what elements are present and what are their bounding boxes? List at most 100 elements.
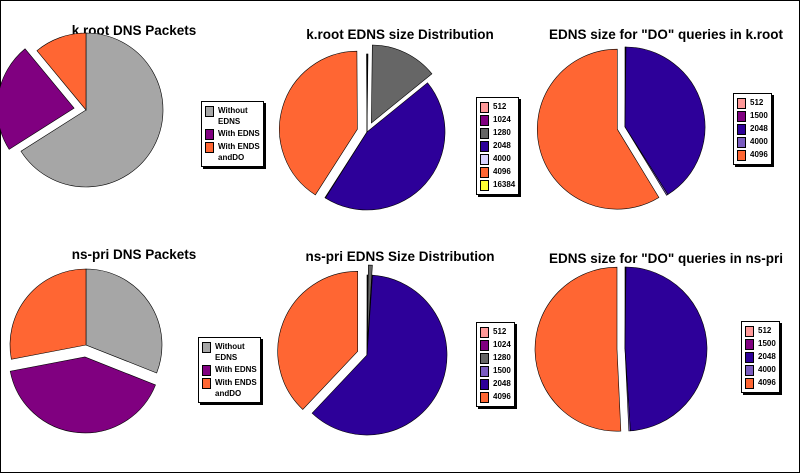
pie-slice [624,46,706,195]
legend-label: 4096 [758,378,776,387]
legend-label: With ENDS andDO [215,378,257,398]
legend-item: With EDNS [202,364,257,376]
legend-item: 1500 [737,110,768,122]
legend-item: 2048 [480,378,511,390]
chart-title: ns-pri DNS Packets [71,247,197,262]
chart-legend: 512 1500 2048 4000 4096 [741,321,780,393]
legend-item: Without EDNS [205,105,260,127]
chart-title: ns-pri EDNS Size Distribution [305,249,495,264]
legend-swatch [202,365,211,376]
legend-swatch [202,342,211,353]
chart-panel: ns-pri DNS Packets Without EDNS With EDNS… [1,237,267,472]
pie-slice [534,266,622,432]
chart-panel: ns-pri EDNS Size Distribution 512 1024 128… [267,237,533,472]
legend-item: 1024 [480,339,511,351]
legend-item: 1024 [480,114,515,126]
legend-item: 2048 [737,123,768,135]
pie-chart [534,266,708,432]
legend-item: 4096 [480,391,511,403]
legend-item: 4096 [737,149,768,161]
pie-slice [9,268,87,360]
legend-label: 512 [493,327,507,336]
chart-title: k.root EDNS size Distribution [306,27,494,42]
pie-slice [20,32,164,188]
legend-label: 512 [750,98,764,107]
legend-swatch [480,392,489,403]
legend-swatch [745,378,754,389]
legend-item: 1500 [480,365,511,377]
chart-panel: k.root DNS Packets Without EDNS With EDNS… [0,1,267,236]
legend-item: 1280 [480,352,511,364]
legend-swatch [480,154,489,165]
legend-item: With ENDS andDO [202,377,257,399]
legend-item: 1500 [745,338,776,350]
legend-swatch [480,340,489,351]
chart-legend: 512 1024 1280 2048 4000 4096 16384 [476,97,520,195]
legend-swatch [205,142,214,153]
legend-swatch [205,129,214,140]
legend-item: 1280 [480,127,515,139]
chart-title: k.root DNS Packets [71,23,197,38]
legend-label: 1500 [758,339,776,348]
chart-legend: 512 1500 2048 4000 4096 [733,93,772,165]
legend-swatch [480,327,489,338]
legend-label: 2048 [758,352,776,361]
chart-legend: Without EDNS With EDNS With ENDS andDO [198,337,261,403]
legend-item: 16384 [480,179,515,191]
legend-swatch [745,326,754,337]
pie-chart [279,44,446,211]
legend-item: 2048 [745,351,776,363]
legend-swatch [737,150,746,161]
legend-item: 2048 [480,140,515,152]
legend-label: 1280 [493,128,511,137]
legend-label: 4000 [758,365,776,374]
legend-swatch [480,141,489,152]
legend-label: Without EDNS [218,106,248,126]
pie-slice [279,50,358,196]
legend-item: 512 [745,325,776,337]
legend-swatch [745,339,754,350]
legend-item: 4096 [745,377,776,389]
legend-label: With ENDS andDO [218,142,260,162]
pie-slice [0,48,75,150]
legend-item: 4000 [737,136,768,148]
legend-item: With ENDS andDO [205,141,260,163]
chart-legend: 512 1024 1280 1500 2048 4096 [476,322,515,407]
legend-label: 2048 [493,141,511,150]
legend-item: 4000 [480,153,515,165]
pie-slice [536,48,660,210]
legend-label: Without EDNS [215,342,245,362]
legend-item: 512 [480,101,515,113]
legend-item: Without EDNS [202,341,257,363]
legend-swatch [737,137,746,148]
legend-swatch [480,115,489,126]
legend-label: 512 [758,326,772,335]
legend-swatch [737,98,746,109]
legend-label: 1500 [750,111,768,120]
legend-label: 2048 [493,379,511,388]
legend-label: 4096 [493,392,511,401]
legend-label: With EDNS [218,129,260,138]
legend-label: 1024 [493,115,511,124]
legend-label: 1024 [493,340,511,349]
pie-slice [9,356,156,434]
chart-panel: EDNS size for "DO" queries in ns-pri 512… [533,237,799,472]
chart-legend: Without EDNS With EDNS With ENDS andDO [201,101,264,167]
legend-swatch [480,167,489,178]
pie-slice [311,274,448,436]
legend-item: 4096 [480,166,515,178]
pie-slice [371,44,433,124]
pie-chart [9,268,163,434]
legend-swatch [202,378,211,389]
chart-title: EDNS size for "DO" queries in ns-pri [548,251,784,266]
legend-swatch [480,128,489,139]
pie-chart [277,264,448,436]
chart-panel: EDNS size for "DO" queries in k.root 512… [533,1,799,236]
pie-slice [85,268,163,374]
legend-item: 512 [480,326,511,338]
legend-item: 4000 [745,364,776,376]
legend-label: 512 [493,102,507,111]
pie-slice [624,348,631,432]
pie-slice [324,131,368,199]
chart-panel: k.root EDNS size Distribution 512 1024 128… [267,1,533,236]
